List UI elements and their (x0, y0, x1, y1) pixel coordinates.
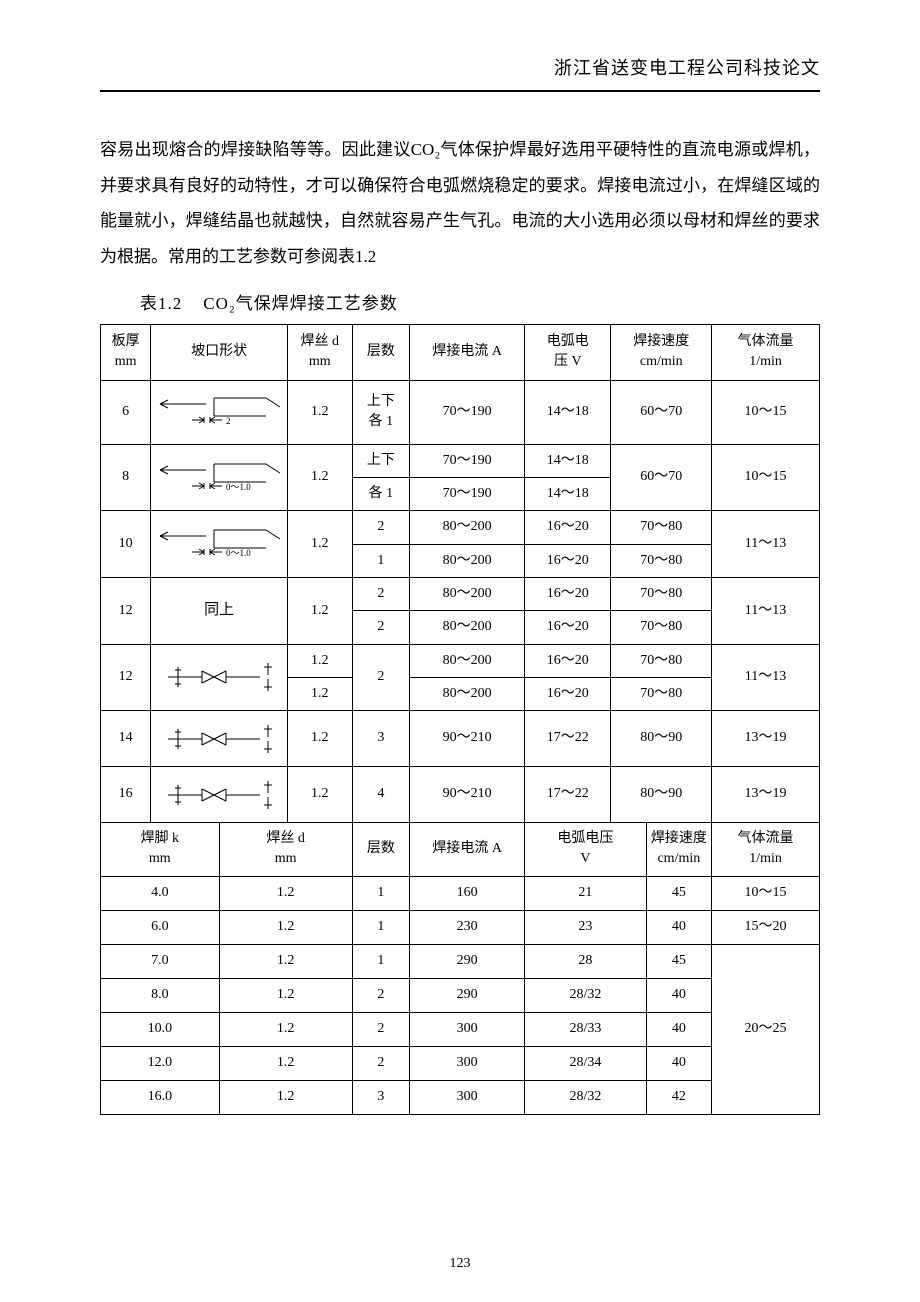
body-paragraph: 容易出现熔合的焊接缺陷等等。因此建议CO₂气体保护焊最好选用平硬特性的直流电源或… (100, 132, 820, 275)
page-number: 123 (0, 1256, 920, 1272)
caption-prefix: 表1.2 (140, 294, 182, 313)
caption-text: CO₂气保焊焊接工艺参数 (203, 294, 398, 313)
header-rule (100, 90, 820, 92)
svg-text:0～1.0: 0～1.0 (226, 482, 251, 492)
table-caption: 表1.2 CO₂气保焊焊接工艺参数 (140, 289, 820, 314)
svg-text:0～1.0: 0～1.0 (226, 548, 251, 558)
svg-text:2: 2 (226, 416, 231, 426)
welding-params-table: 板厚mm坡口形状焊丝 dmm层数焊接电流 A电弧电压 V焊接速度cm/min气体… (100, 324, 820, 1115)
page-header: 浙江省送变电工程公司科技论文 (100, 54, 820, 86)
